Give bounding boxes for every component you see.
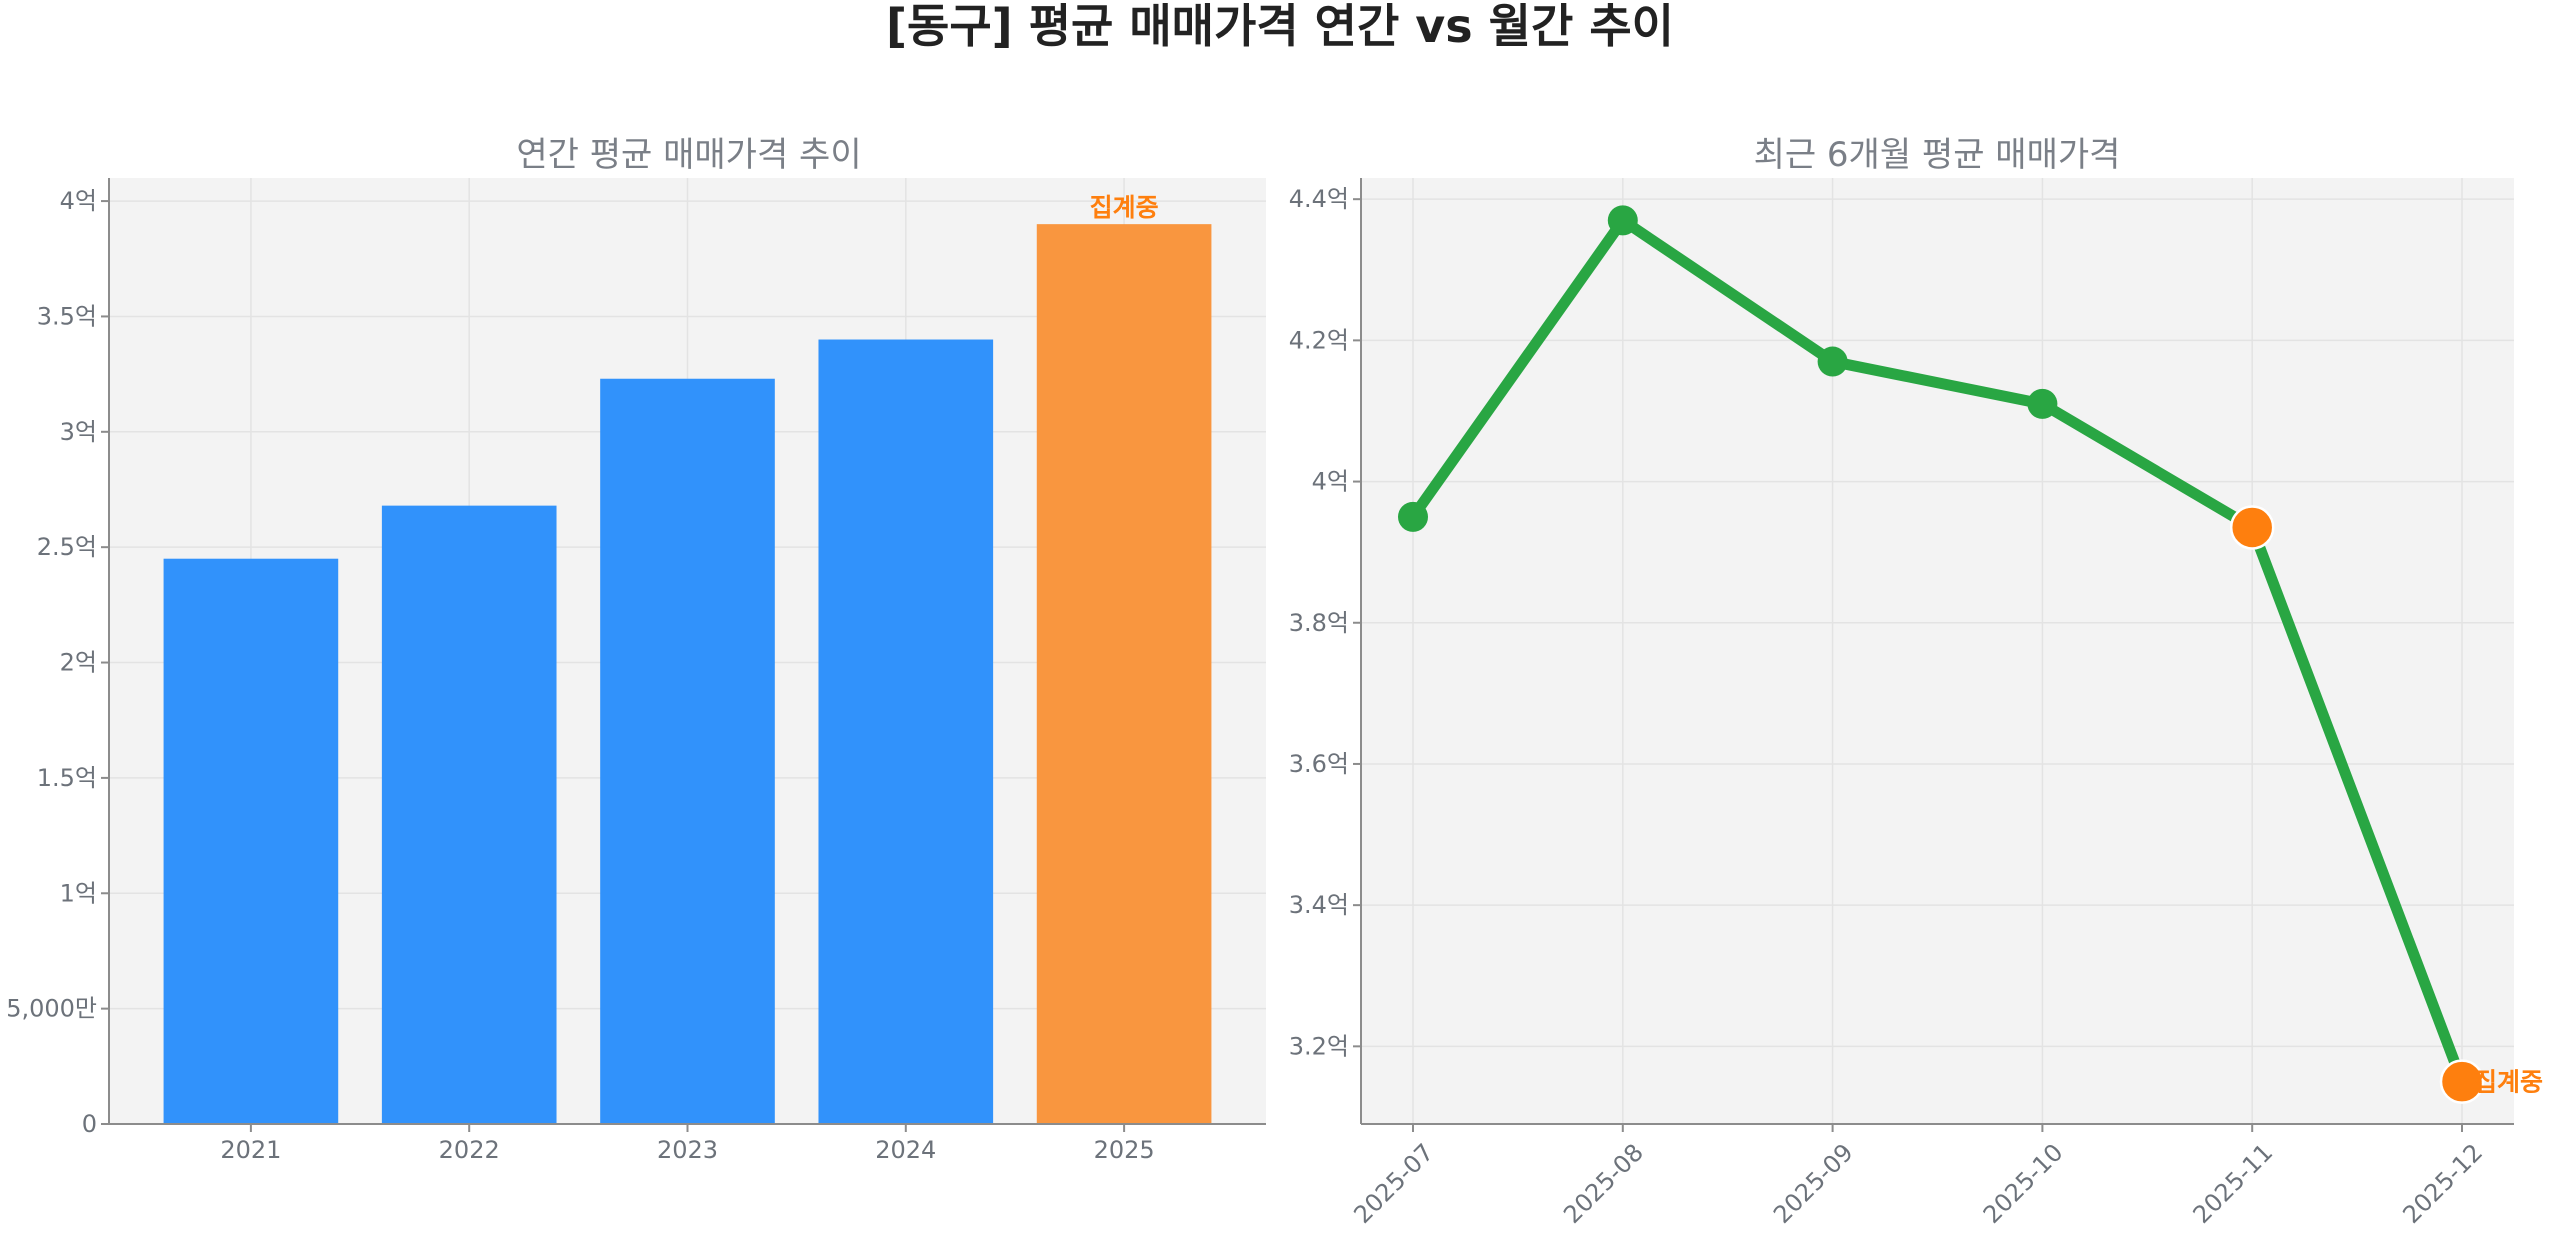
bar-y-tick-label: 0 bbox=[82, 1110, 97, 1138]
line-path bbox=[1407, 214, 2468, 1088]
bar-y-tick-label: 3.5억 bbox=[37, 302, 97, 330]
line-y-tick-label: 4.4억 bbox=[1289, 185, 1349, 213]
line-y-tick-label: 3.4억 bbox=[1289, 891, 1349, 919]
bar-y-tick-label: 2.5억 bbox=[37, 533, 97, 561]
bar-x-tick-label: 2022 bbox=[439, 1136, 500, 1164]
bar-y-tick-label: 1억 bbox=[60, 879, 97, 907]
line-annotation: 집계중 bbox=[2474, 1068, 2543, 1097]
line-y-tick-label: 4.2억 bbox=[1289, 326, 1349, 354]
line-y-tick-label: 3.2억 bbox=[1289, 1032, 1349, 1060]
bar-x-ticks: 2021 2022 2023 2024 2025 bbox=[220, 1124, 1155, 1164]
point-2025-09 bbox=[1817, 346, 1848, 377]
bar-x-tick-label: 2024 bbox=[875, 1136, 936, 1164]
bar-y-tick-label: 3억 bbox=[60, 418, 97, 446]
line-x-tick-label: 2025-12 bbox=[2397, 1138, 2488, 1229]
line-x-tick-label: 2025-07 bbox=[1348, 1138, 1439, 1229]
monthly-line-chart: 최근 6개월 평균 매매가격 3.2억 3.4억 3.6억 3.8억 4억 4.2억 4.4… bbox=[1289, 135, 2543, 1229]
line-x-tick-label: 2025-09 bbox=[1768, 1138, 1859, 1229]
point-2025-07 bbox=[1398, 501, 1428, 532]
line-y-tick-label: 4억 bbox=[1312, 468, 1349, 496]
point-2025-11 bbox=[2229, 505, 2275, 550]
point-2025-08 bbox=[1607, 205, 1638, 236]
bar-y-tick-label: 5,000만 bbox=[6, 995, 97, 1023]
bar-2022 bbox=[381, 505, 557, 1124]
line-chart-title: 최근 6개월 평균 매매가격 bbox=[1754, 135, 2121, 175]
bar-y-tick-label: 1.5억 bbox=[37, 764, 97, 792]
bar-x-tick-label: 2023 bbox=[657, 1136, 718, 1164]
line-x-tick-label: 2025-11 bbox=[2188, 1138, 2279, 1229]
line-y-tick-label: 3.6억 bbox=[1289, 750, 1349, 778]
bar-y-tick-label: 4억 bbox=[60, 187, 97, 215]
bar-chart-title: 연간 평균 매매가격 추이 bbox=[516, 135, 861, 175]
page-title: [동구] 평균 매매가격 연간 vs 월간 추이 bbox=[886, 0, 1674, 53]
point-2025-12 bbox=[2439, 1059, 2485, 1104]
line-x-tick-label: 2025-08 bbox=[1558, 1138, 1649, 1229]
line-plot-area bbox=[1361, 178, 2514, 1124]
line-x-ticks: 2025-07 2025-08 2025-09 2025-10 2025-11 2025-… bbox=[1348, 1124, 2488, 1229]
line-x-tick-label: 2025-10 bbox=[1978, 1138, 2069, 1229]
bar-2024 bbox=[818, 339, 994, 1124]
bar-y-ticks: 0 5,000만 1억 1.5억 2억 2.5억 3억 3.5억 4억 bbox=[6, 187, 109, 1138]
bar-2025 bbox=[1036, 224, 1212, 1124]
bar-x-tick-label: 2021 bbox=[220, 1136, 281, 1164]
bar-series bbox=[163, 224, 1212, 1124]
bar-y-tick-label: 2억 bbox=[60, 649, 97, 677]
line-axes bbox=[1360, 178, 2514, 1125]
line-series bbox=[1398, 205, 2485, 1104]
bar-2021 bbox=[163, 558, 339, 1124]
annual-bar-chart: 연간 평균 매매가격 추이 0 5,000만 1억 1.5억 2억 2.5억 3억 3.5억 4… bbox=[6, 135, 1266, 1164]
point-2025-10 bbox=[2027, 388, 2058, 419]
line-y-tick-label: 3.8억 bbox=[1289, 609, 1349, 637]
line-y-ticks: 3.2억 3.4억 3.6억 3.8억 4억 4.2억 4.4억 bbox=[1289, 185, 1361, 1060]
bar-annotation: 집계중 bbox=[1090, 193, 1159, 222]
bar-x-tick-label: 2025 bbox=[1094, 1136, 1155, 1164]
bar-2023 bbox=[600, 378, 775, 1124]
line-grid bbox=[1361, 178, 2514, 1124]
